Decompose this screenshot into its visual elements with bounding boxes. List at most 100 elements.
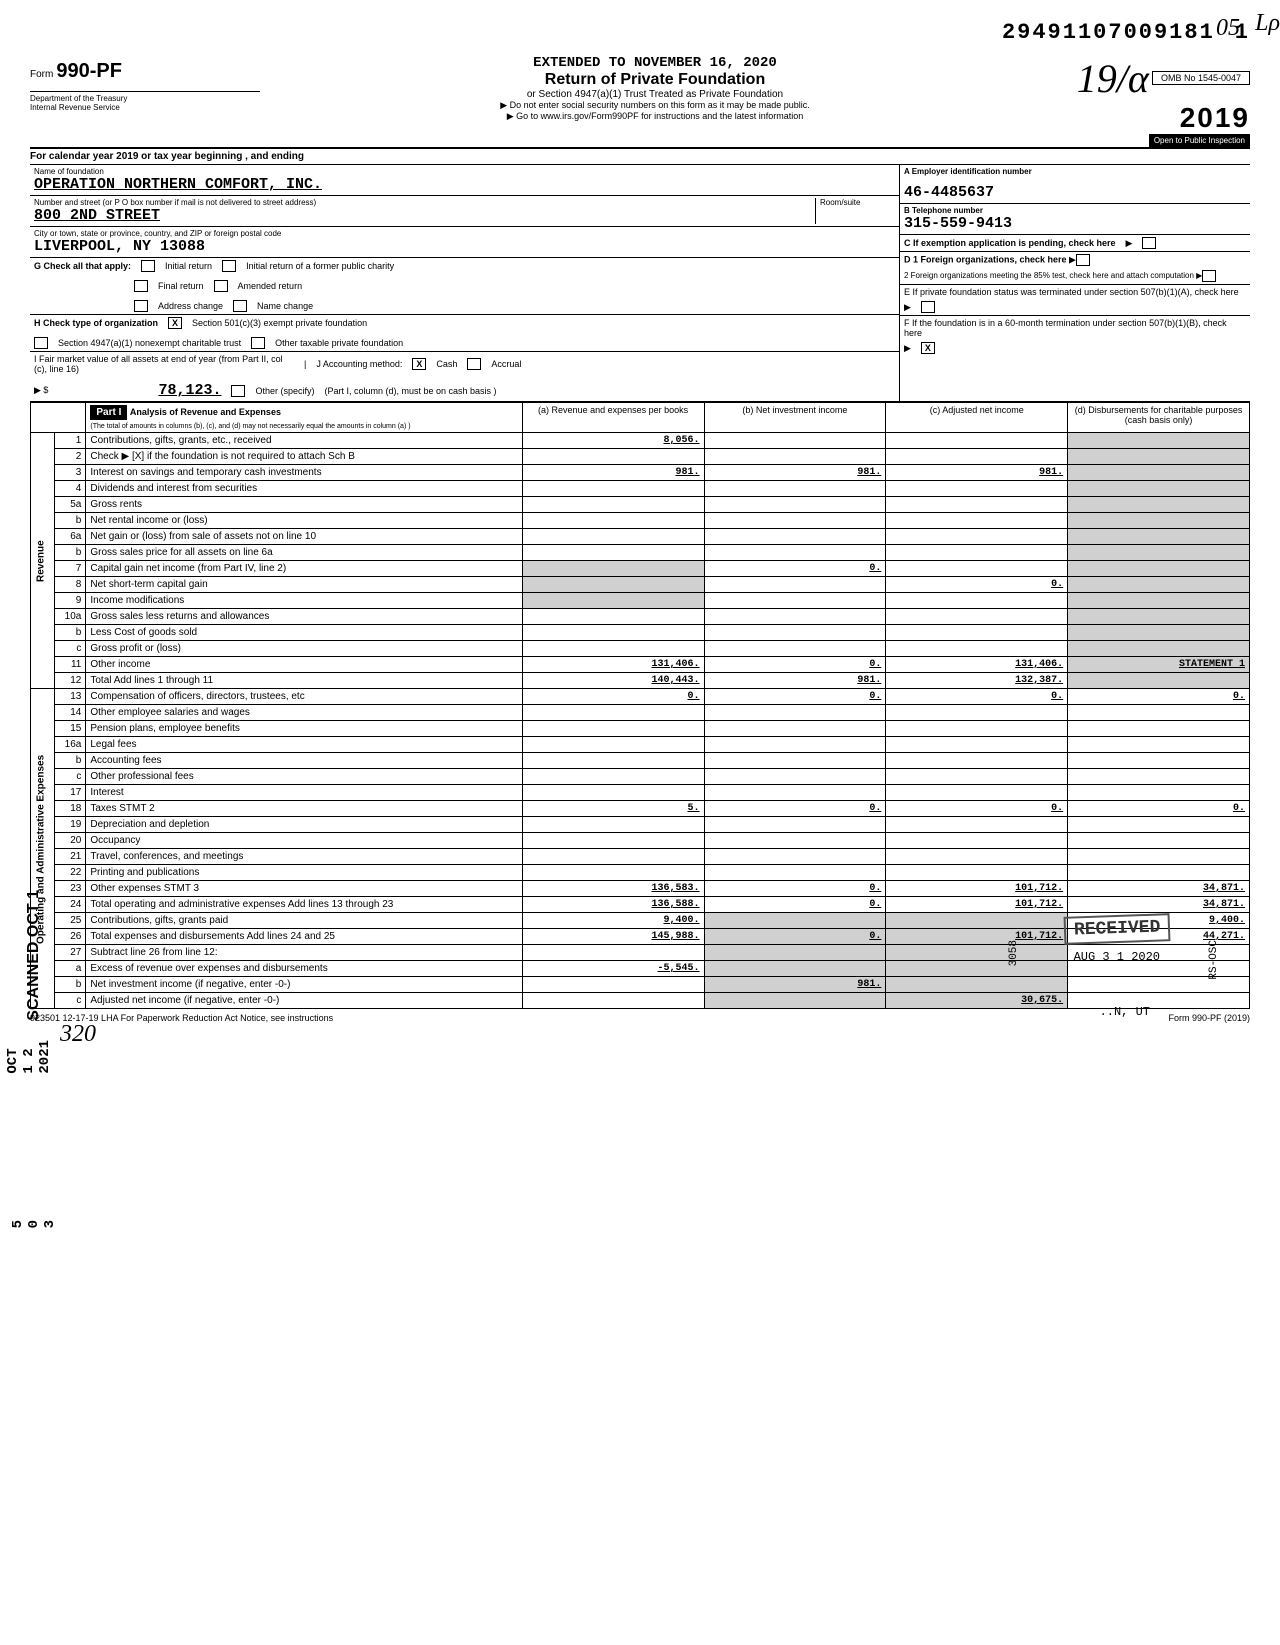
- line-description: Interest: [86, 785, 522, 801]
- table-row: aExcess of revenue over expenses and dis…: [31, 961, 1250, 977]
- line-number: 10a: [55, 609, 86, 625]
- line-number: 2: [55, 449, 86, 465]
- line-description: Accounting fees: [86, 753, 522, 769]
- value-cell: [886, 513, 1068, 529]
- line-description: Net investment income (if negative, ente…: [86, 977, 522, 993]
- value-cell: [704, 433, 886, 449]
- value-cell: [704, 961, 886, 977]
- value-cell: -5,545.: [522, 961, 704, 977]
- value-cell: [1068, 849, 1250, 865]
- table-row: 27Subtract line 26 from line 12:: [31, 945, 1250, 961]
- value-cell: [886, 737, 1068, 753]
- line-description: Income modifications: [86, 593, 522, 609]
- line-description: Interest on savings and temporary cash i…: [86, 465, 522, 481]
- line-number: b: [55, 545, 86, 561]
- value-cell: [522, 945, 704, 961]
- value-cell: [522, 993, 704, 1009]
- value-cell: [886, 769, 1068, 785]
- line-description: Contributions, gifts, grants, etc., rece…: [86, 433, 522, 449]
- value-cell: [886, 529, 1068, 545]
- value-cell: [886, 481, 1068, 497]
- line-description: Printing and publications: [86, 865, 522, 881]
- value-cell: [704, 609, 886, 625]
- table-row: 9Income modifications: [31, 593, 1250, 609]
- table-row: 4Dividends and interest from securities: [31, 481, 1250, 497]
- value-cell: [522, 769, 704, 785]
- table-row: Revenue1Contributions, gifts, grants, et…: [31, 433, 1250, 449]
- fmv-value: 78,123.: [158, 382, 221, 399]
- line-description: Gross profit or (loss): [86, 641, 522, 657]
- handwritten-year-note: 19/α: [1077, 56, 1149, 101]
- value-cell: [886, 593, 1068, 609]
- line-description: Other expenses STMT 3: [86, 881, 522, 897]
- table-row: cAdjusted net income (if negative, enter…: [31, 993, 1250, 1009]
- line-description: Net gain or (loss) from sale of assets n…: [86, 529, 522, 545]
- table-row: 23Other expenses STMT 3136,583.0.101,712…: [31, 881, 1250, 897]
- line-number: 21: [55, 849, 86, 865]
- value-cell: STATEMENT 1: [1068, 657, 1250, 673]
- line-number: 16a: [55, 737, 86, 753]
- value-cell: [1068, 513, 1250, 529]
- line-number: 8: [55, 577, 86, 593]
- value-cell: [886, 913, 1068, 929]
- line-number: 25: [55, 913, 86, 929]
- city-label: City or town, state or province, country…: [34, 229, 895, 238]
- line-description: Total Add lines 1 through 11: [86, 673, 522, 689]
- line-description: Adjusted net income (if negative, enter …: [86, 993, 522, 1009]
- value-cell: [704, 769, 886, 785]
- calendar-year-line: For calendar year 2019 or tax year begin…: [30, 149, 1250, 165]
- value-cell: [704, 753, 886, 769]
- value-cell: 101,712.: [886, 881, 1068, 897]
- value-cell: [704, 593, 886, 609]
- value-cell: [704, 481, 886, 497]
- table-row: 21Travel, conferences, and meetings: [31, 849, 1250, 865]
- value-cell: [1068, 625, 1250, 641]
- line-number: b: [55, 625, 86, 641]
- value-cell: 0.: [704, 801, 886, 817]
- room-label: Room/suite: [820, 198, 895, 207]
- value-cell: [522, 705, 704, 721]
- stamp-ut: ..N, UT: [1100, 1005, 1150, 1019]
- line-number: 26: [55, 929, 86, 945]
- table-row: bLess Cost of goods sold: [31, 625, 1250, 641]
- value-cell: [886, 833, 1068, 849]
- value-cell: [522, 849, 704, 865]
- stamp-rs-osc: RS-OSC: [1208, 940, 1220, 980]
- value-cell: 140,443.: [522, 673, 704, 689]
- value-cell: [522, 817, 704, 833]
- h-check-row: H Check type of organization XSection 50…: [30, 315, 899, 352]
- line-number: 23: [55, 881, 86, 897]
- table-row: 15Pension plans, employee benefits: [31, 721, 1250, 737]
- value-cell: [704, 545, 886, 561]
- value-cell: [522, 529, 704, 545]
- value-cell: 9,400.: [522, 913, 704, 929]
- value-cell: 0.: [704, 881, 886, 897]
- dln: 294911070091811: [30, 20, 1250, 45]
- table-row: cOther professional fees: [31, 769, 1250, 785]
- line-description: Contributions, gifts, grants paid: [86, 913, 522, 929]
- value-cell: [704, 849, 886, 865]
- table-row: 2Check ▶ [X] if the foundation is not re…: [31, 449, 1250, 465]
- line-number: 18: [55, 801, 86, 817]
- title-box: EXTENDED TO NOVEMBER 16, 2020 Return of …: [260, 55, 1050, 122]
- line-number: 4: [55, 481, 86, 497]
- stamp-date: AUG 3 1 2020: [1074, 950, 1160, 964]
- line-number: 11: [55, 657, 86, 673]
- value-cell: [1068, 609, 1250, 625]
- value-cell: 34,871.: [1068, 881, 1250, 897]
- line-description: Other income: [86, 657, 522, 673]
- value-cell: [704, 449, 886, 465]
- value-cell: [1068, 721, 1250, 737]
- value-cell: [522, 449, 704, 465]
- value-cell: [886, 561, 1068, 577]
- value-cell: [704, 785, 886, 801]
- table-row: 7Capital gain net income (from Part IV, …: [31, 561, 1250, 577]
- value-cell: [886, 705, 1068, 721]
- value-cell: [704, 913, 886, 929]
- line-description: Subtract line 26 from line 12:: [86, 945, 522, 961]
- value-cell: 30,675.: [886, 993, 1068, 1009]
- phone: 315-559-9413: [904, 215, 1246, 232]
- line-description: Compensation of officers, directors, tru…: [86, 689, 522, 705]
- value-cell: 0.: [704, 657, 886, 673]
- table-row: cGross profit or (loss): [31, 641, 1250, 657]
